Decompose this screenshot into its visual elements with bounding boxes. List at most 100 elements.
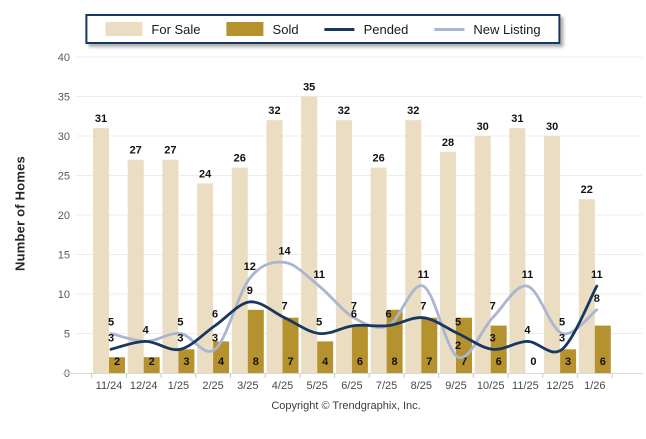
new-listing-value-label: 2 [455,340,461,352]
x-axis-label: 11/24 [96,380,123,392]
sold-bar [178,349,195,373]
new-listing-value-label: 5 [108,317,114,329]
sold-bar [560,349,577,373]
pended-value-label: 6 [351,309,357,321]
pended-value-label: 5 [455,317,461,329]
x-axis-label: 7/25 [376,380,397,392]
y-tick-label: 25 [58,171,70,183]
sold-value-label: 2 [149,356,155,368]
new-listing-value-label: 5 [559,317,565,329]
legend-label-pended: Pended [363,21,409,37]
sold-value-label: 8 [392,356,398,368]
for-sale-value-label: 35 [303,82,315,94]
legend-item-new-listing: New Listing [434,21,541,37]
new-listing-line [109,260,599,360]
x-axis-label: 12/25 [546,380,574,392]
y-tick-label: 15 [58,250,70,262]
new-listing-value-label: 11 [417,269,429,281]
sold-value-label: 7 [426,356,432,368]
x-axis-label: 4/25 [272,380,293,392]
pended-value-label: 11 [591,269,603,281]
for-sale-bar [405,120,422,373]
for-sale-bar [301,96,318,373]
legend-label-new-listing: New Listing [473,21,541,37]
for-sale-value-label: 31 [511,113,523,125]
copyright-text: Copyright © Trendgraphix, Inc. [271,400,421,412]
sold-value-label: 8 [253,356,259,368]
for-sale-value-label: 26 [372,153,384,165]
legend-item-sold: Sold [226,22,299,37]
new-listing-value-label: 8 [594,293,600,305]
sold-bar [143,357,160,373]
pended-value-label: 4 [524,324,531,336]
for-sale-bar [370,167,387,373]
sold-value-label: 7 [287,356,293,368]
pended-value-label: 3 [559,332,565,344]
pended-value-label: 6 [212,309,218,321]
pended-value-label: 3 [108,332,114,344]
sold-value-label: 0 [530,356,536,368]
x-axis-label: 6/25 [341,380,362,392]
legend-item-pended: Pended [324,21,409,37]
for-sale-bar [509,128,526,373]
x-axis-label: 11/25 [512,380,539,392]
y-tick-label: 40 [58,52,70,64]
x-axis-label: 3/25 [237,380,258,392]
for-sale-bar [544,136,561,373]
for-sale-bar [93,128,109,373]
for-sale-value-label: 22 [581,184,593,196]
for-sale-value-label: 28 [442,137,454,149]
x-axis-label: 10/25 [477,380,505,392]
for-sale-value-label: 30 [546,121,558,133]
for-sale-bar [474,136,491,373]
x-axis-label: 1/26 [584,380,605,392]
new-listing-value-label: 12 [244,261,256,273]
sold-value-label: 4 [322,356,329,368]
pended-value-label: 7 [420,301,426,313]
legend-swatch-sold [226,22,264,36]
new-listing-value-label: 7 [351,301,357,313]
new-listing-value-label: 3 [212,332,218,344]
legend: For Sale Sold Pended New Listing [85,14,561,44]
for-sale-bar [231,167,248,373]
for-sale-bar [197,183,214,373]
pended-value-label: 7 [281,301,287,313]
sold-bar [456,317,472,373]
sold-bar [282,317,299,373]
for-sale-value-label: 32 [268,105,280,117]
legend-label-for-sale: For Sale [151,21,201,37]
pended-value-label: 4 [143,324,150,336]
sold-value-label: 2 [114,356,120,368]
y-tick-label: 20 [58,210,70,222]
new-listing-value-label: 7 [490,301,496,313]
x-axis-label: 8/25 [411,380,432,392]
pended-line [109,284,599,354]
for-sale-value-label: 27 [130,145,142,157]
y-tick-label: 30 [58,131,70,143]
x-axis-label: 9/25 [445,380,466,392]
for-sale-value-label: 32 [407,105,419,117]
x-axis-label: 1/25 [168,380,189,392]
legend-swatch-for-sale [105,22,143,36]
sold-value-label: 4 [218,356,225,368]
x-axis-label: 5/25 [306,380,327,392]
legend-swatch-pended [324,27,355,31]
for-sale-bar [127,159,144,373]
sold-value-label: 6 [600,356,606,368]
for-sale-value-label: 32 [338,105,350,117]
sold-bar [421,317,438,373]
pended-value-label: 6 [386,309,392,321]
pended-value-label: 3 [490,332,496,344]
pended-value-label: 5 [316,317,322,329]
for-sale-value-label: 30 [477,121,489,133]
new-listing-value-label: 14 [278,245,291,257]
y-tick-label: 35 [58,92,70,104]
x-axis-label: 2/25 [202,380,223,392]
y-tick-label: 10 [58,289,70,301]
y-axis-title: Number of Homes [12,156,28,271]
for-sale-bar [335,120,352,373]
legend-swatch-new-listing [434,27,465,31]
new-listing-value-label: 5 [177,317,183,329]
for-sale-value-label: 27 [164,145,176,157]
